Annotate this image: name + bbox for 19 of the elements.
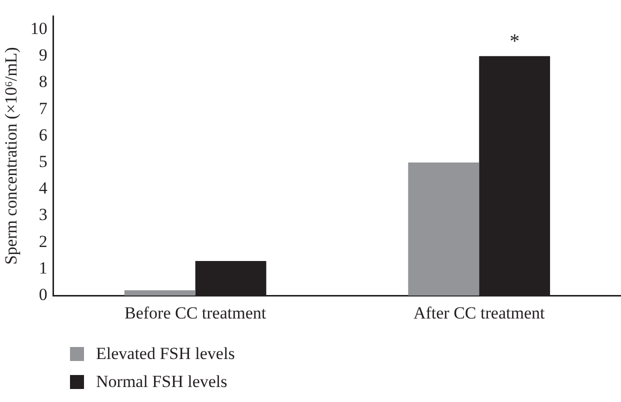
bar xyxy=(408,162,480,296)
x-tick-label: After CC treatment xyxy=(413,303,545,322)
y-tick-label: 2 xyxy=(38,232,48,251)
y-tick-label: 8 xyxy=(38,72,48,92)
y-axis-title: Sperm concentration (×10⁶/mL) xyxy=(2,47,21,265)
y-tick-label: 10 xyxy=(30,18,48,38)
y-tick-label: 9 xyxy=(38,46,48,65)
annotation: * xyxy=(510,30,520,52)
x-tick-label: Before CC treatment xyxy=(124,303,266,322)
legend-label: Elevated FSH levels xyxy=(96,344,235,364)
y-tick-label: 0 xyxy=(38,285,48,304)
y-tick-label: 1 xyxy=(38,258,48,278)
y-tick-label: 5 xyxy=(38,152,48,172)
legend-label: Normal FSH levels xyxy=(96,372,228,392)
y-tick-label: 6 xyxy=(38,125,48,144)
bar xyxy=(124,290,196,296)
y-tick-label: 3 xyxy=(38,205,48,224)
y-tick-label: 7 xyxy=(38,98,48,118)
y-tick-label: 4 xyxy=(38,178,48,198)
